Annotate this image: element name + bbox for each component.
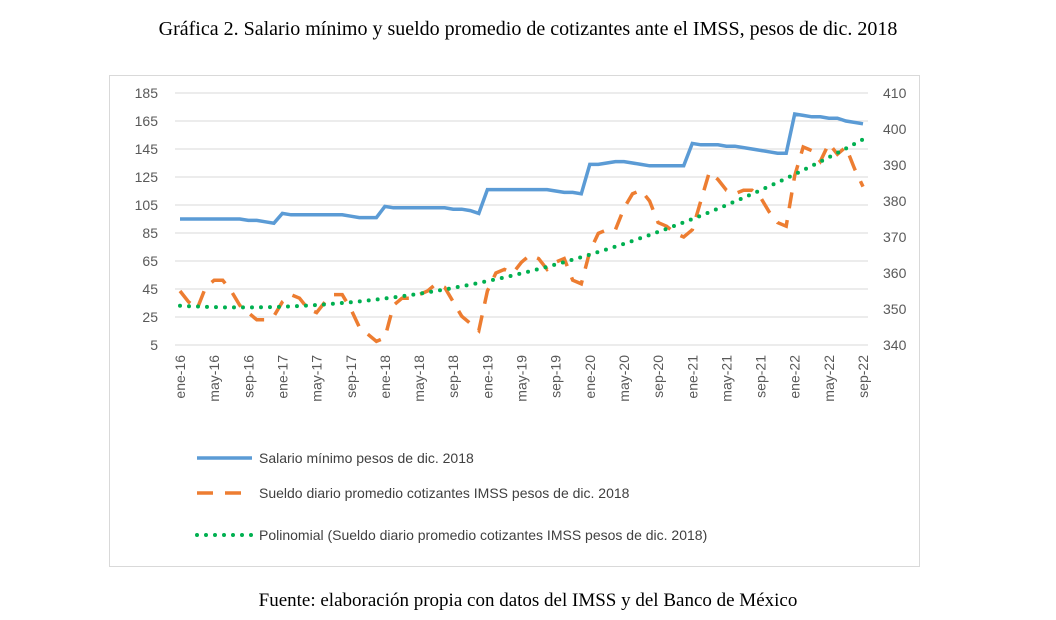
legend-label: Polinomial (Sueldo diario promedio cotiz… bbox=[259, 527, 707, 543]
chart-frame bbox=[109, 75, 920, 567]
chart-source: Fuente: elaboración propia con datos del… bbox=[258, 590, 798, 611]
y-right-tick-label: 390 bbox=[883, 157, 907, 173]
x-tick-label: ene-20 bbox=[582, 355, 598, 399]
legend-label: Sueldo diario promedio cotizantes IMSS p… bbox=[259, 485, 630, 501]
x-tick-label: sep-19 bbox=[548, 355, 564, 398]
x-tick-label: sep-20 bbox=[650, 355, 666, 398]
x-tick-label: sep-17 bbox=[343, 355, 359, 398]
x-tick-label: sep-18 bbox=[445, 355, 461, 398]
y-right-tick-label: 340 bbox=[883, 337, 907, 353]
chart-title: Gráfica 2. Salario mínimo y sueldo prome… bbox=[158, 18, 898, 40]
x-tick-label: may-17 bbox=[309, 355, 325, 402]
y-right-tick-label: 350 bbox=[883, 301, 907, 317]
x-tick-label: ene-22 bbox=[787, 355, 803, 399]
x-tick-label: may-19 bbox=[514, 355, 530, 402]
y-right-tick-label: 370 bbox=[883, 229, 907, 245]
x-tick-label: may-22 bbox=[821, 355, 837, 402]
y-left-tick-label: 145 bbox=[135, 141, 159, 157]
y-left-tick-label: 185 bbox=[135, 85, 159, 101]
x-tick-label: ene-16 bbox=[172, 355, 188, 399]
x-tick-label: ene-18 bbox=[377, 355, 393, 399]
series-polinomial-trend-line bbox=[178, 137, 865, 310]
y-left-tick-label: 125 bbox=[135, 169, 159, 185]
x-tick-label: ene-21 bbox=[684, 355, 700, 399]
y-left-tick-label: 45 bbox=[142, 281, 158, 297]
y-right-tick-label: 410 bbox=[883, 85, 907, 101]
y-left-tick-label: 5 bbox=[150, 337, 158, 353]
y-left-tick-label: 85 bbox=[142, 225, 158, 241]
x-tick-label: may-18 bbox=[411, 355, 427, 402]
y-right-tick-label: 400 bbox=[883, 121, 907, 137]
y-left-tick-label: 165 bbox=[135, 113, 159, 129]
x-tick-label: sep-22 bbox=[855, 355, 871, 398]
legend-label: Salario mínimo pesos de dic. 2018 bbox=[259, 450, 474, 466]
x-tick-label: ene-19 bbox=[479, 355, 495, 399]
x-tick-label: ene-17 bbox=[274, 355, 290, 399]
y-right-tick-label: 380 bbox=[883, 193, 907, 209]
x-tick-label: sep-16 bbox=[240, 355, 256, 398]
x-tick-label: may-21 bbox=[718, 355, 734, 402]
x-tick-label: may-16 bbox=[206, 355, 222, 402]
y-right-tick-label: 360 bbox=[883, 265, 907, 281]
y-left-tick-label: 65 bbox=[142, 253, 158, 269]
x-tick-label: sep-21 bbox=[753, 355, 769, 398]
series-sueldo-promedio-line bbox=[178, 140, 865, 344]
y-left-tick-label: 25 bbox=[142, 309, 158, 325]
x-tick-label: may-20 bbox=[616, 355, 632, 402]
y-left-tick-label: 105 bbox=[135, 197, 159, 213]
series-salario-minimo-line bbox=[180, 112, 864, 226]
